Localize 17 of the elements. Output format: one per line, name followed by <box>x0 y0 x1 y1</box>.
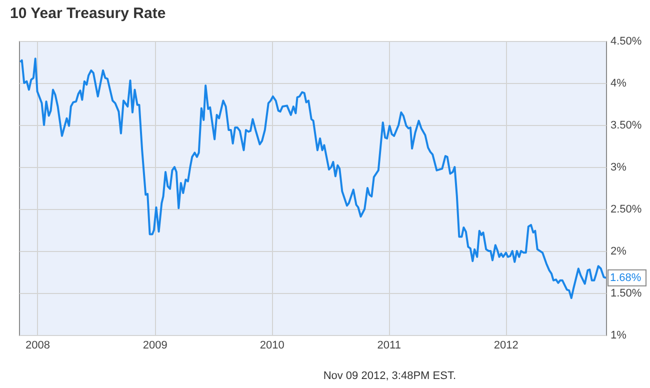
y-tick-label: 3.50% <box>610 120 642 132</box>
x-tick-label: 2010 <box>260 340 284 352</box>
y-tick-label: 2.50% <box>610 204 642 216</box>
y-tick-label: 3% <box>610 162 627 174</box>
x-tick-label: 2009 <box>142 340 168 352</box>
x-tick-label: 2011 <box>377 340 401 352</box>
x-tick-label: 2008 <box>26 340 50 352</box>
y-tick-label: 1.50% <box>610 288 642 300</box>
y-tick-label: 1% <box>610 330 627 342</box>
text: Nov 09 2012, 3:48PM EST. <box>323 370 456 382</box>
annotation: 1.68% <box>610 272 642 284</box>
y-tick-label: 4% <box>610 78 627 90</box>
chart-title: 10 Year Treasury Rate <box>10 5 166 22</box>
y-tick-label: 2% <box>610 246 627 258</box>
x-tick-label: 2012 <box>494 340 518 352</box>
y-tick-label: 4.50% <box>610 36 642 48</box>
line-series <box>19 58 606 300</box>
